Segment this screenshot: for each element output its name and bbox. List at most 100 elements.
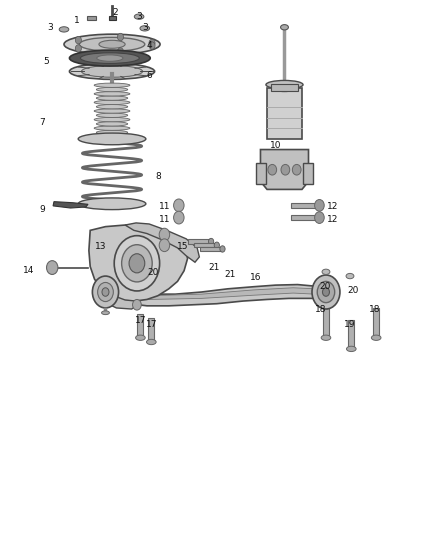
Circle shape [149, 39, 155, 47]
Ellipse shape [70, 50, 150, 66]
Ellipse shape [96, 122, 128, 126]
Bar [148, 318, 154, 342]
Ellipse shape [321, 335, 331, 341]
Bar [291, 203, 318, 208]
Ellipse shape [94, 109, 130, 113]
Circle shape [208, 238, 214, 245]
Circle shape [75, 45, 81, 52]
Text: 20: 20 [348, 286, 359, 295]
Ellipse shape [99, 41, 125, 49]
Ellipse shape [81, 66, 143, 77]
Circle shape [117, 33, 124, 41]
Ellipse shape [281, 25, 288, 30]
Text: 21: 21 [208, 263, 219, 272]
Circle shape [322, 288, 329, 296]
Ellipse shape [70, 63, 155, 79]
Ellipse shape [96, 96, 128, 100]
Ellipse shape [96, 131, 128, 135]
Text: 13: 13 [95, 243, 106, 252]
Ellipse shape [136, 335, 145, 341]
Text: 21: 21 [224, 270, 236, 279]
Text: 3: 3 [47, 23, 53, 32]
Text: 3: 3 [142, 23, 148, 32]
Circle shape [98, 282, 113, 302]
Text: 17: 17 [145, 320, 157, 329]
Circle shape [114, 236, 159, 291]
Text: 2: 2 [113, 8, 118, 17]
Ellipse shape [94, 117, 130, 122]
Bar [272, 84, 297, 91]
Ellipse shape [79, 37, 145, 51]
Bar [303, 163, 313, 184]
Circle shape [314, 199, 324, 211]
Text: 17: 17 [134, 316, 146, 325]
Circle shape [214, 242, 219, 248]
Text: 20: 20 [319, 282, 330, 291]
Text: 10: 10 [270, 141, 282, 150]
Ellipse shape [97, 55, 123, 61]
Ellipse shape [94, 92, 130, 96]
Bar [109, 16, 116, 20]
Text: 14: 14 [22, 266, 34, 275]
Polygon shape [117, 288, 315, 300]
Ellipse shape [81, 53, 139, 63]
Circle shape [92, 276, 119, 308]
Text: 6: 6 [146, 70, 152, 79]
Polygon shape [106, 295, 138, 309]
Circle shape [122, 245, 152, 282]
Polygon shape [105, 284, 327, 306]
Text: 11: 11 [159, 215, 170, 224]
Bar [373, 309, 379, 338]
Ellipse shape [96, 104, 128, 109]
Circle shape [117, 48, 124, 55]
Ellipse shape [94, 83, 130, 87]
Polygon shape [53, 201, 88, 208]
Text: 9: 9 [39, 205, 45, 214]
Text: 15: 15 [177, 243, 189, 252]
Ellipse shape [78, 198, 146, 209]
Bar [323, 309, 329, 338]
Bar [138, 314, 144, 338]
Bar [256, 163, 266, 184]
Circle shape [173, 199, 184, 212]
Ellipse shape [94, 135, 130, 139]
Text: 16: 16 [251, 273, 262, 281]
Text: 3: 3 [137, 12, 142, 21]
Ellipse shape [59, 27, 69, 32]
Circle shape [46, 261, 58, 274]
Circle shape [102, 288, 109, 296]
Circle shape [75, 36, 81, 44]
Text: 4: 4 [146, 41, 152, 50]
Circle shape [159, 228, 170, 241]
Text: 12: 12 [327, 203, 338, 212]
Circle shape [281, 165, 290, 175]
Circle shape [314, 212, 324, 223]
Ellipse shape [94, 126, 130, 131]
Ellipse shape [147, 340, 156, 345]
Circle shape [133, 300, 141, 310]
Bar [291, 215, 318, 220]
Ellipse shape [322, 269, 330, 274]
Ellipse shape [96, 87, 128, 92]
Ellipse shape [94, 100, 130, 104]
Bar [267, 88, 302, 139]
Circle shape [312, 275, 340, 309]
Circle shape [317, 281, 335, 303]
Bar [188, 239, 211, 244]
Ellipse shape [134, 14, 144, 19]
Bar [194, 243, 217, 247]
Polygon shape [261, 150, 308, 189]
Circle shape [292, 165, 301, 175]
Text: 19: 19 [344, 320, 356, 329]
Ellipse shape [371, 335, 381, 341]
Bar [87, 16, 96, 20]
Text: 20: 20 [148, 269, 159, 277]
Text: 7: 7 [39, 118, 45, 127]
Circle shape [268, 165, 277, 175]
Text: 18: 18 [369, 304, 380, 313]
Text: 1: 1 [74, 17, 80, 26]
Ellipse shape [78, 133, 146, 145]
Circle shape [220, 246, 225, 252]
Bar [200, 247, 223, 251]
Ellipse shape [266, 80, 303, 89]
